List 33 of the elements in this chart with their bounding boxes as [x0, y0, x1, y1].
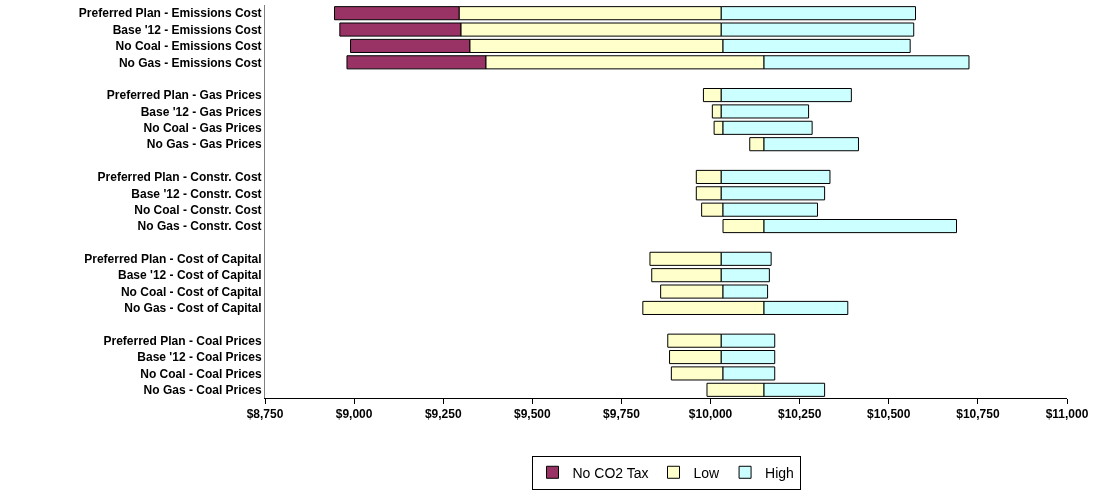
- y-tick-label: Preferred Plan - Gas Prices: [106, 88, 262, 103]
- y-tick-label: No Coal - Coal Prices: [140, 366, 262, 381]
- y-tick-label: Base '12 - Gas Prices: [140, 104, 262, 119]
- y-tick-label: No Gas - Coal Prices: [143, 383, 262, 398]
- y-tick-label: No Coal - Cost of Capital: [120, 284, 262, 299]
- y-tick-label: Base '12 - Constr. Cost: [131, 186, 262, 201]
- x-tick-label: $9,000: [335, 407, 373, 422]
- x-tick-label: $10,750: [956, 407, 1000, 422]
- legend-label: No CO2 Tax: [572, 464, 649, 481]
- y-tick-label: No Gas - Cost of Capital: [124, 301, 262, 316]
- y-tick-label: Base '12 - Coal Prices: [137, 350, 262, 365]
- x-tick-label: $10,250: [777, 407, 822, 422]
- y-tick-label: No Coal - Constr. Cost: [134, 202, 262, 217]
- legend-label: High: [765, 464, 794, 481]
- x-tick-label: $10,500: [867, 407, 911, 422]
- x-tick-label: $10,000: [688, 407, 733, 422]
- x-tick-label: $9,250: [424, 407, 462, 422]
- y-tick-label: Preferred Plan - Cost of Capital: [84, 252, 262, 267]
- x-tick-label: $9,750: [603, 407, 641, 422]
- y-tick-label: Preferred Plan - Emissions Cost: [78, 6, 262, 21]
- x-tick-label: $9,500: [513, 407, 552, 422]
- y-tick-label: No Coal - Emissions Cost: [115, 39, 262, 54]
- y-tick-label: Base '12 - Cost of Capital: [118, 268, 262, 283]
- y-tick-label: No Coal - Gas Prices: [143, 121, 262, 136]
- legend-label: Low: [693, 464, 721, 481]
- y-tick-label: No Gas - Constr. Cost: [137, 219, 262, 234]
- y-tick-label: Base '12 - Emissions Cost: [112, 22, 262, 37]
- x-tick-label: $11,000: [1045, 407, 1089, 422]
- x-tick-label: $8,750: [246, 407, 284, 422]
- y-tick-label: No Gas - Gas Prices: [146, 137, 262, 152]
- y-tick-label: Preferred Plan - Constr. Cost: [97, 170, 262, 185]
- y-tick-label: Preferred Plan - Coal Prices: [103, 333, 262, 348]
- y-tick-label: No Gas - Emissions Cost: [118, 55, 262, 70]
